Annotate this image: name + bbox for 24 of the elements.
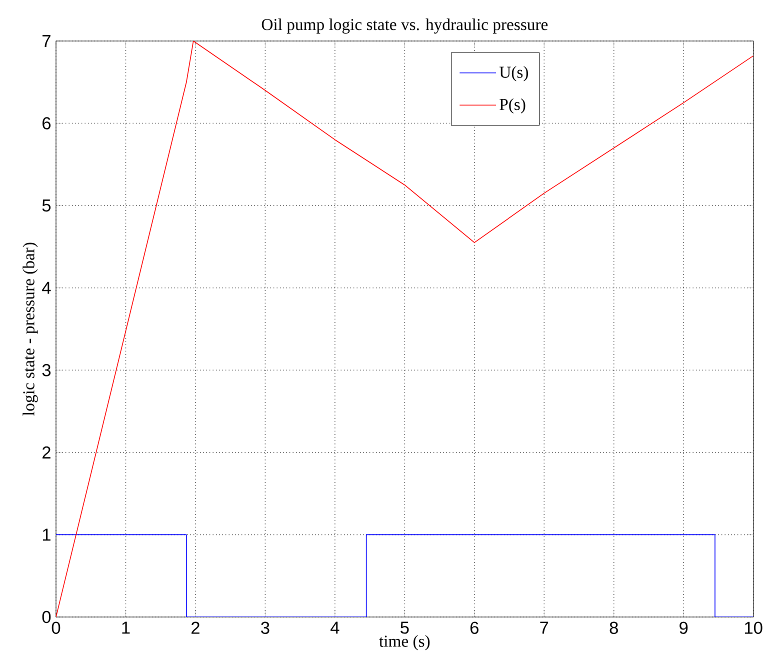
x-tick-label: 4: [330, 622, 340, 634]
x-tick-label: 7: [540, 622, 548, 634]
x-tick-label: 9: [680, 622, 688, 634]
y-axis-title: logic state - pressure (bar): [22, 242, 38, 416]
x-tick-label: 6: [470, 622, 478, 634]
x-tick-label: 0: [52, 622, 60, 634]
x-tick-label: 3: [261, 622, 270, 634]
y-tick-label: 4: [42, 282, 51, 294]
x-tick-label: 10: [745, 622, 762, 634]
x-axis-title: time (s): [379, 635, 430, 650]
y-tick-label: 6: [42, 117, 51, 130]
x-tick-label: 2: [192, 622, 200, 634]
y-tick-label: 7: [42, 35, 50, 47]
chart-title: Oil pump logic state vs. hydraulic pressure: [262, 18, 548, 34]
x-tick-label: 5: [400, 622, 409, 634]
y-tick-label: 3: [42, 364, 51, 376]
x-tick-label: 8: [610, 622, 618, 634]
legend-label: U(s): [499, 66, 528, 82]
y-tick-label: 0: [42, 610, 51, 624]
legend-label: P(s): [500, 98, 526, 114]
x-tick-label: 1: [122, 622, 130, 634]
y-tick-label: 5: [42, 200, 51, 212]
y-tick-label: 2: [42, 446, 50, 458]
y-tick-label: 1: [42, 528, 50, 541]
